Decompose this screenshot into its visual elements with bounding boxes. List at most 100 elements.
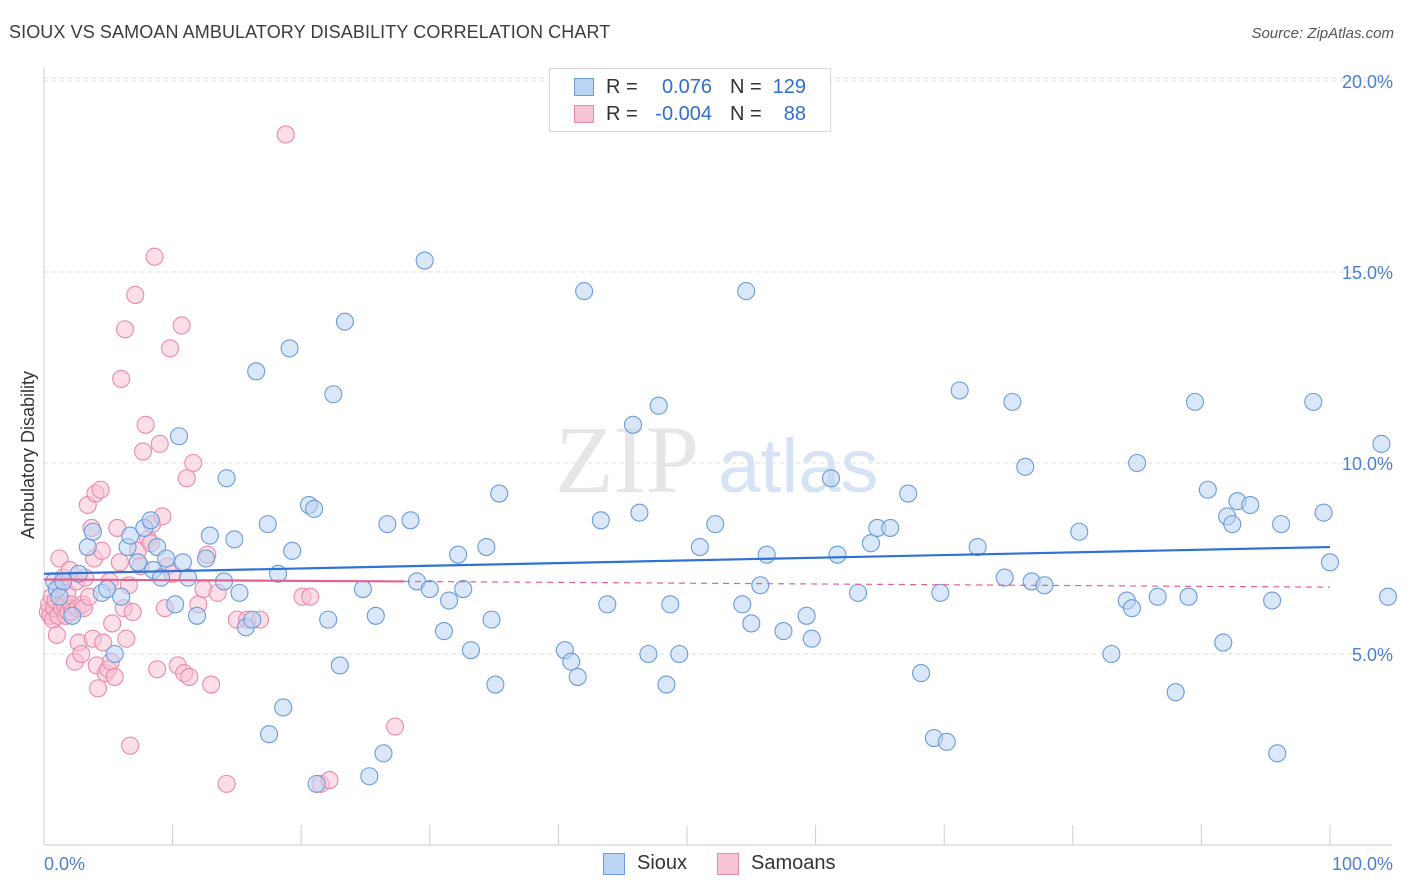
samoan-point xyxy=(172,316,191,335)
sioux-point xyxy=(562,652,581,671)
sioux-point xyxy=(477,537,496,557)
samoan-point xyxy=(177,469,196,488)
samoan-point xyxy=(121,736,140,755)
watermark-atlas: atlas xyxy=(718,424,879,509)
sioux-point xyxy=(353,580,372,599)
sioux-point xyxy=(173,553,192,572)
sioux-point xyxy=(821,469,841,488)
sioux-point xyxy=(802,629,821,648)
sioux-point xyxy=(1372,434,1391,453)
sioux-point xyxy=(54,572,73,591)
sioux-point xyxy=(1263,591,1282,610)
sioux-point xyxy=(1070,522,1089,541)
x-tick-label: 0.0% xyxy=(44,854,85,874)
samoan-point xyxy=(386,717,405,736)
sioux-point xyxy=(486,675,505,694)
trend-lines xyxy=(43,545,1331,588)
sioux-point xyxy=(401,511,420,530)
sioux-point xyxy=(128,553,147,572)
samoan-point xyxy=(160,339,180,358)
sioux-point xyxy=(649,396,668,415)
y-tick-label: 20.0% xyxy=(1342,72,1393,92)
sioux-point xyxy=(706,515,725,534)
sioux-point xyxy=(217,469,236,488)
sioux-point xyxy=(670,644,689,664)
chart-title: SIOUX VS SAMOAN AMBULATORY DISABILITY CO… xyxy=(9,22,611,42)
sioux-point xyxy=(50,587,69,606)
n-value: 129 xyxy=(772,75,806,98)
sioux-point xyxy=(366,606,385,625)
sioux-point xyxy=(737,282,756,301)
series-legend: Sioux Samoans xyxy=(603,852,866,875)
sioux-point xyxy=(630,503,649,522)
samoan-point xyxy=(301,587,320,606)
sioux-point xyxy=(1268,744,1287,763)
samoan-point xyxy=(184,453,203,473)
samoan-point xyxy=(145,247,164,266)
sioux-point xyxy=(360,767,379,786)
samoan-point xyxy=(112,369,131,389)
samoan-point xyxy=(91,480,110,499)
sioux-point xyxy=(63,606,82,625)
samoan-point xyxy=(202,675,221,694)
sioux-point xyxy=(83,522,102,541)
legend-item-sioux[interactable]: Sioux xyxy=(603,852,687,875)
sioux-point xyxy=(378,515,397,534)
sioux-point xyxy=(1378,587,1398,606)
sioux-point xyxy=(78,537,97,557)
samoan-point xyxy=(50,549,69,568)
sioux-point xyxy=(1304,392,1323,411)
sioux-point xyxy=(591,511,610,530)
samoan-point xyxy=(136,415,155,434)
samoan-point xyxy=(94,633,113,652)
sioux-point xyxy=(575,282,594,301)
samoan-point xyxy=(123,602,142,622)
sioux-point xyxy=(225,530,244,549)
sioux-point xyxy=(187,606,207,625)
sioux-point xyxy=(1185,392,1205,411)
sioux-point xyxy=(733,595,752,614)
samoan-trend-line xyxy=(43,578,405,583)
sioux-point xyxy=(1016,457,1035,476)
sioux-point xyxy=(598,595,617,614)
sioux-point xyxy=(950,381,969,400)
sioux-point xyxy=(258,515,277,534)
sioux-point xyxy=(1241,495,1260,515)
sioux-point xyxy=(1198,480,1217,499)
sioux-point xyxy=(1148,587,1167,606)
sioux-point xyxy=(141,511,160,530)
sioux-point xyxy=(121,526,140,545)
grid-lines xyxy=(44,77,1392,655)
sioux-point xyxy=(283,541,302,560)
sioux-point xyxy=(454,580,473,599)
sioux-point xyxy=(1003,392,1022,411)
samoan-point xyxy=(117,629,136,648)
sioux-point xyxy=(420,580,439,599)
stats-legend: R = 0.076 N = 129 R = -0.004 N = 88 xyxy=(549,68,831,132)
sioux-point xyxy=(1122,599,1142,618)
sioux-point xyxy=(968,537,987,557)
samoan-point xyxy=(217,774,236,793)
sioux-point xyxy=(995,568,1014,587)
legend-label-sioux: Sioux xyxy=(637,852,688,874)
sioux-point xyxy=(482,610,501,629)
sioux-point xyxy=(1102,644,1121,664)
sioux-point xyxy=(169,427,189,446)
sioux-point xyxy=(690,537,709,557)
sioux-point xyxy=(742,614,761,633)
sioux-point xyxy=(151,568,171,587)
legend-item-samoans[interactable]: Samoans xyxy=(717,852,836,875)
sioux-point xyxy=(307,774,326,793)
samoan-point xyxy=(72,644,91,664)
y-tick-label: 15.0% xyxy=(1342,263,1393,283)
sioux-point xyxy=(751,576,770,595)
sioux-legend-swatch xyxy=(603,852,625,875)
samoan-point xyxy=(47,625,66,644)
sioux-point xyxy=(105,644,124,664)
samoan-trend-extension xyxy=(404,580,1331,588)
n-label: N = xyxy=(730,102,762,125)
sioux-point xyxy=(1179,587,1198,606)
r-value: 0.076 xyxy=(661,75,712,98)
sioux-point xyxy=(912,664,931,683)
sioux-point xyxy=(200,526,219,545)
